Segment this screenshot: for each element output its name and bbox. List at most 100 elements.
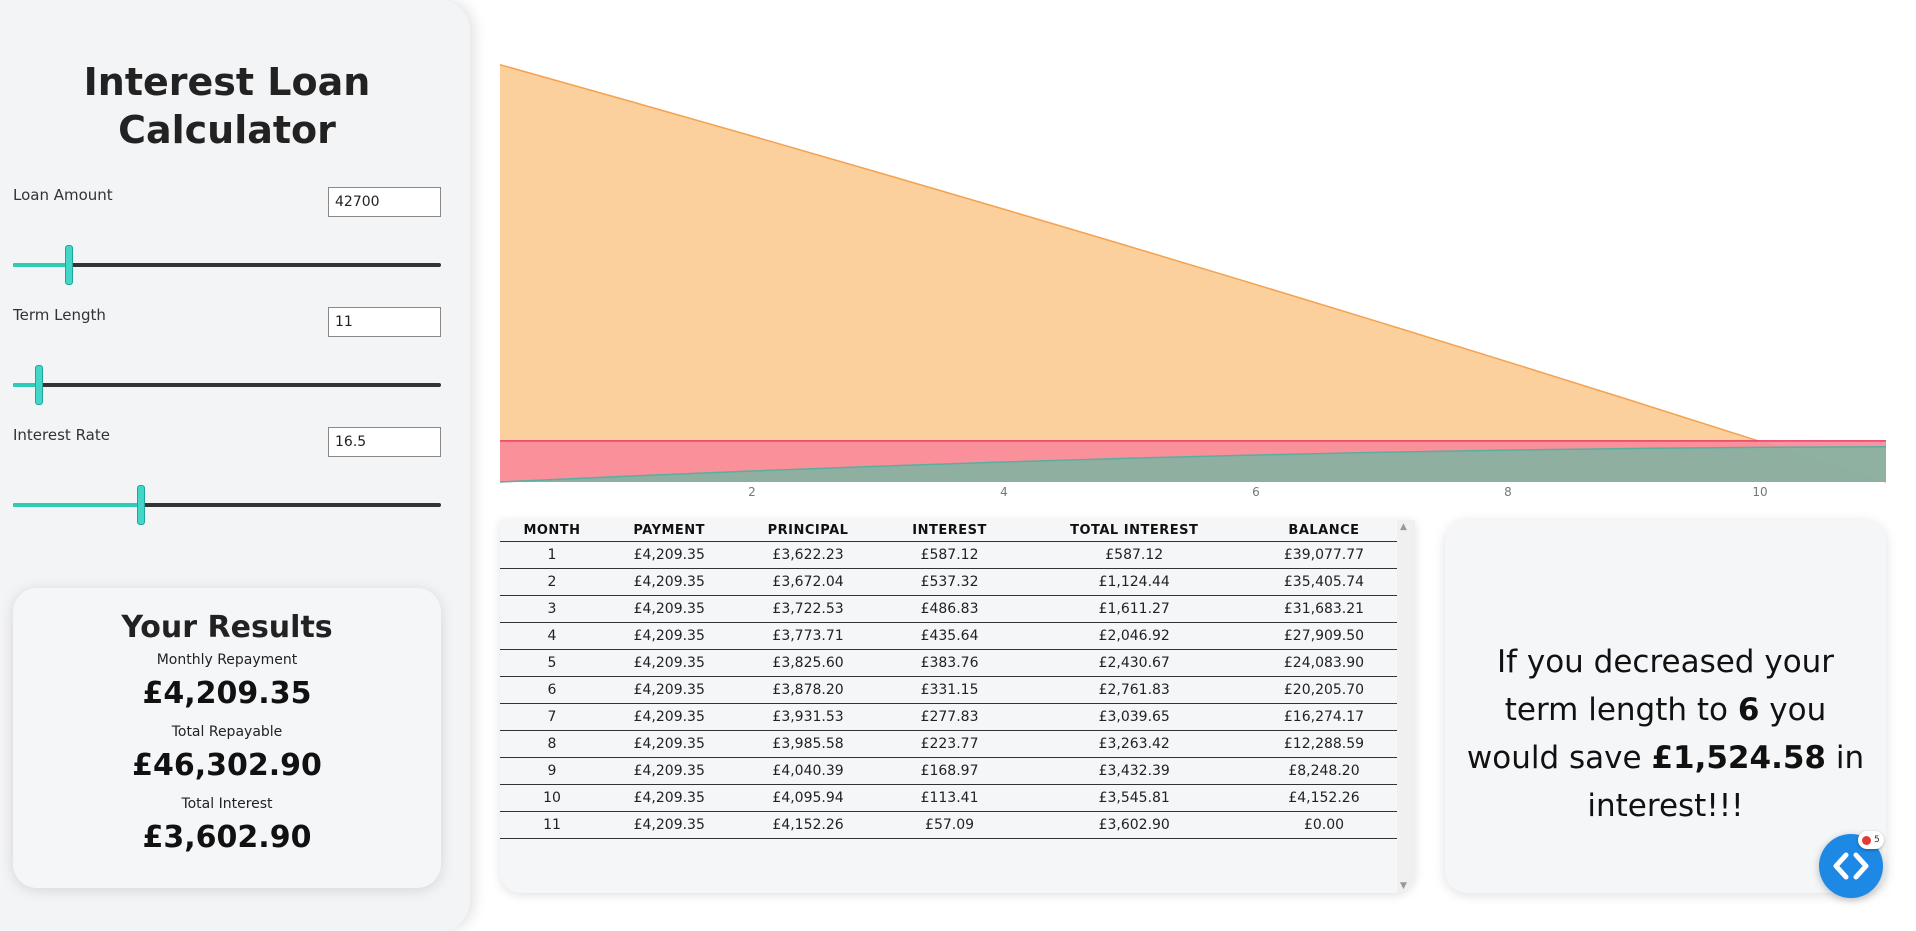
table-cell: £12,288.59	[1250, 730, 1397, 758]
table-cell: £4,209.35	[604, 676, 735, 704]
table-cell: £3,622.23	[734, 541, 882, 569]
notification-badge[interactable]: 5	[1858, 831, 1884, 849]
table-cell: £113.41	[881, 784, 1018, 812]
table-cell: £4,209.35	[604, 730, 735, 758]
table-cell: 8	[500, 730, 605, 758]
amortization-table: MONTH PAYMENT PRINCIPAL INTEREST TOTAL INTER…	[500, 520, 1397, 839]
table-cell: £4,209.35	[604, 541, 735, 569]
slider-fill	[13, 263, 69, 267]
results-title: Your Results	[121, 610, 333, 645]
term-length-slider[interactable]	[13, 365, 441, 405]
table-cell: £3,672.04	[734, 568, 882, 596]
table-cell: 3	[500, 595, 605, 623]
series-area-0	[500, 64, 1886, 483]
scroll-down-icon[interactable]: ▼	[1400, 881, 1407, 891]
results-card: Your Results Monthly Repayment £4,209.35…	[13, 588, 441, 888]
interest-rate-slider[interactable]	[13, 485, 441, 525]
slider-thumb[interactable]	[137, 485, 146, 525]
table-cell: £435.64	[881, 622, 1018, 650]
table-cell: £3,602.90	[1017, 811, 1251, 839]
slider-track	[13, 263, 441, 267]
table-cell: £1,611.27	[1017, 595, 1251, 623]
interest-rate-label: Interest Rate	[13, 426, 110, 444]
table-row: 2 £4,209.35 £3,672.04 £537.32 £1,124.44 £35,4…	[500, 568, 1397, 596]
table-row: 9 £4,209.35 £4,040.39 £168.97 £3,432.39 £8,24…	[500, 757, 1397, 785]
column-header: PRINCIPAL	[734, 520, 882, 542]
table-cell: £20,205.70	[1250, 676, 1397, 704]
table-cell: £4,209.35	[604, 811, 735, 839]
table-body: 1 £4,209.35 £3,622.23 £587.12 £587.12 £39,077…	[500, 541, 1397, 839]
table-cell: £31,683.21	[1250, 595, 1397, 623]
table-cell: £2,430.67	[1017, 649, 1251, 677]
series-line-0	[500, 63, 1886, 483]
table-cell: £2,761.83	[1017, 676, 1251, 704]
table-cell: £35,405.74	[1250, 568, 1397, 596]
code-brackets-icon	[1833, 852, 1869, 880]
table-cell: £4,209.35	[604, 703, 735, 731]
calculator-panel: Interest Loan Calculator Loan Amount Ter…	[0, 0, 470, 931]
x-tick-label: 10	[1752, 485, 1767, 499]
table-cell: £2,046.92	[1017, 622, 1251, 650]
table-row: 5 £4,209.35 £3,825.60 £383.76 £2,430.67 £24,0…	[500, 649, 1397, 677]
page-title: Interest Loan Calculator	[0, 58, 454, 154]
table-cell: £331.15	[881, 676, 1018, 704]
table-row: 3 £4,209.35 £3,722.53 £486.83 £1,611.27 £31,6…	[500, 595, 1397, 623]
table-row: 8 £4,209.35 £3,985.58 £223.77 £3,263.42 £12,2…	[500, 730, 1397, 758]
column-header: INTEREST	[881, 520, 1018, 542]
term-length-input[interactable]	[328, 307, 441, 337]
slider-track	[13, 503, 441, 507]
table-cell: £3,825.60	[734, 649, 882, 677]
table-cell: £486.83	[881, 595, 1018, 623]
table-cell: £4,209.35	[604, 622, 735, 650]
table-cell: £3,722.53	[734, 595, 882, 623]
table-row: 6 £4,209.35 £3,878.20 £331.15 £2,761.83 £20,2…	[500, 676, 1397, 704]
badge-count: 5	[1874, 835, 1880, 845]
table-cell: £16,274.17	[1250, 703, 1397, 731]
table-cell: £3,263.42	[1017, 730, 1251, 758]
table-cell: £3,545.81	[1017, 784, 1251, 812]
x-tick-label: 8	[1504, 485, 1512, 499]
table-cell: £4,152.26	[734, 811, 882, 839]
table-row: 4 £4,209.35 £3,773.71 £435.64 £2,046.92 £27,9…	[500, 622, 1397, 650]
table-cell: £587.12	[881, 541, 1018, 569]
table-cell: £3,039.65	[1017, 703, 1251, 731]
slider-thumb[interactable]	[64, 245, 73, 285]
total-interest-value: £3,602.90	[142, 820, 312, 855]
table-cell: 2	[500, 568, 605, 596]
table-cell: £223.77	[881, 730, 1018, 758]
table-cell: 4	[500, 622, 605, 650]
savings-amount: £1,524.58	[1651, 740, 1826, 776]
table-cell: 5	[500, 649, 605, 677]
table-row: 11 £4,209.35 £4,152.26 £57.09 £3,602.90 £0.00	[500, 811, 1397, 839]
table-cell: £537.32	[881, 568, 1018, 596]
record-dot-icon	[1862, 835, 1871, 845]
interest-rate-input[interactable]	[328, 427, 441, 457]
savings-term: 6	[1737, 692, 1760, 728]
table-header-row: MONTH PAYMENT PRINCIPAL INTEREST TOTAL INTER…	[500, 520, 1397, 542]
x-tick-label: 2	[748, 485, 756, 499]
monthly-repayment-value: £4,209.35	[142, 676, 312, 711]
total-interest-label: Total Interest	[181, 796, 273, 812]
scroll-up-icon[interactable]: ▲	[1400, 522, 1407, 532]
table-cell: £383.76	[881, 649, 1018, 677]
total-repayable-label: Total Repayable	[171, 724, 283, 740]
table-cell: £4,209.35	[604, 784, 735, 812]
table-scrollbar[interactable]: ▲ ▼	[1397, 520, 1415, 893]
table-cell: £4,209.35	[604, 649, 735, 677]
slider-fill	[13, 503, 142, 507]
table-cell: £0.00	[1250, 811, 1397, 839]
table-cell: £4,209.35	[604, 595, 735, 623]
loan-amount-slider[interactable]	[13, 245, 441, 285]
table-cell: 11	[500, 811, 605, 839]
table-cell: £4,209.35	[604, 757, 735, 785]
savings-text-1: If you decreased your term length to	[1496, 644, 1835, 728]
slider-thumb[interactable]	[34, 365, 43, 405]
column-header: MONTH	[500, 520, 605, 542]
amortization-table-container: MONTH PAYMENT PRINCIPAL INTEREST TOTAL INTER…	[500, 520, 1415, 893]
table-cell: £1,124.44	[1017, 568, 1251, 596]
table-cell: £4,209.35	[604, 568, 735, 596]
x-tick-label: 4	[1000, 485, 1008, 499]
table-cell: £3,878.20	[734, 676, 882, 704]
table-cell: £277.83	[881, 703, 1018, 731]
loan-amount-input[interactable]	[328, 187, 441, 217]
